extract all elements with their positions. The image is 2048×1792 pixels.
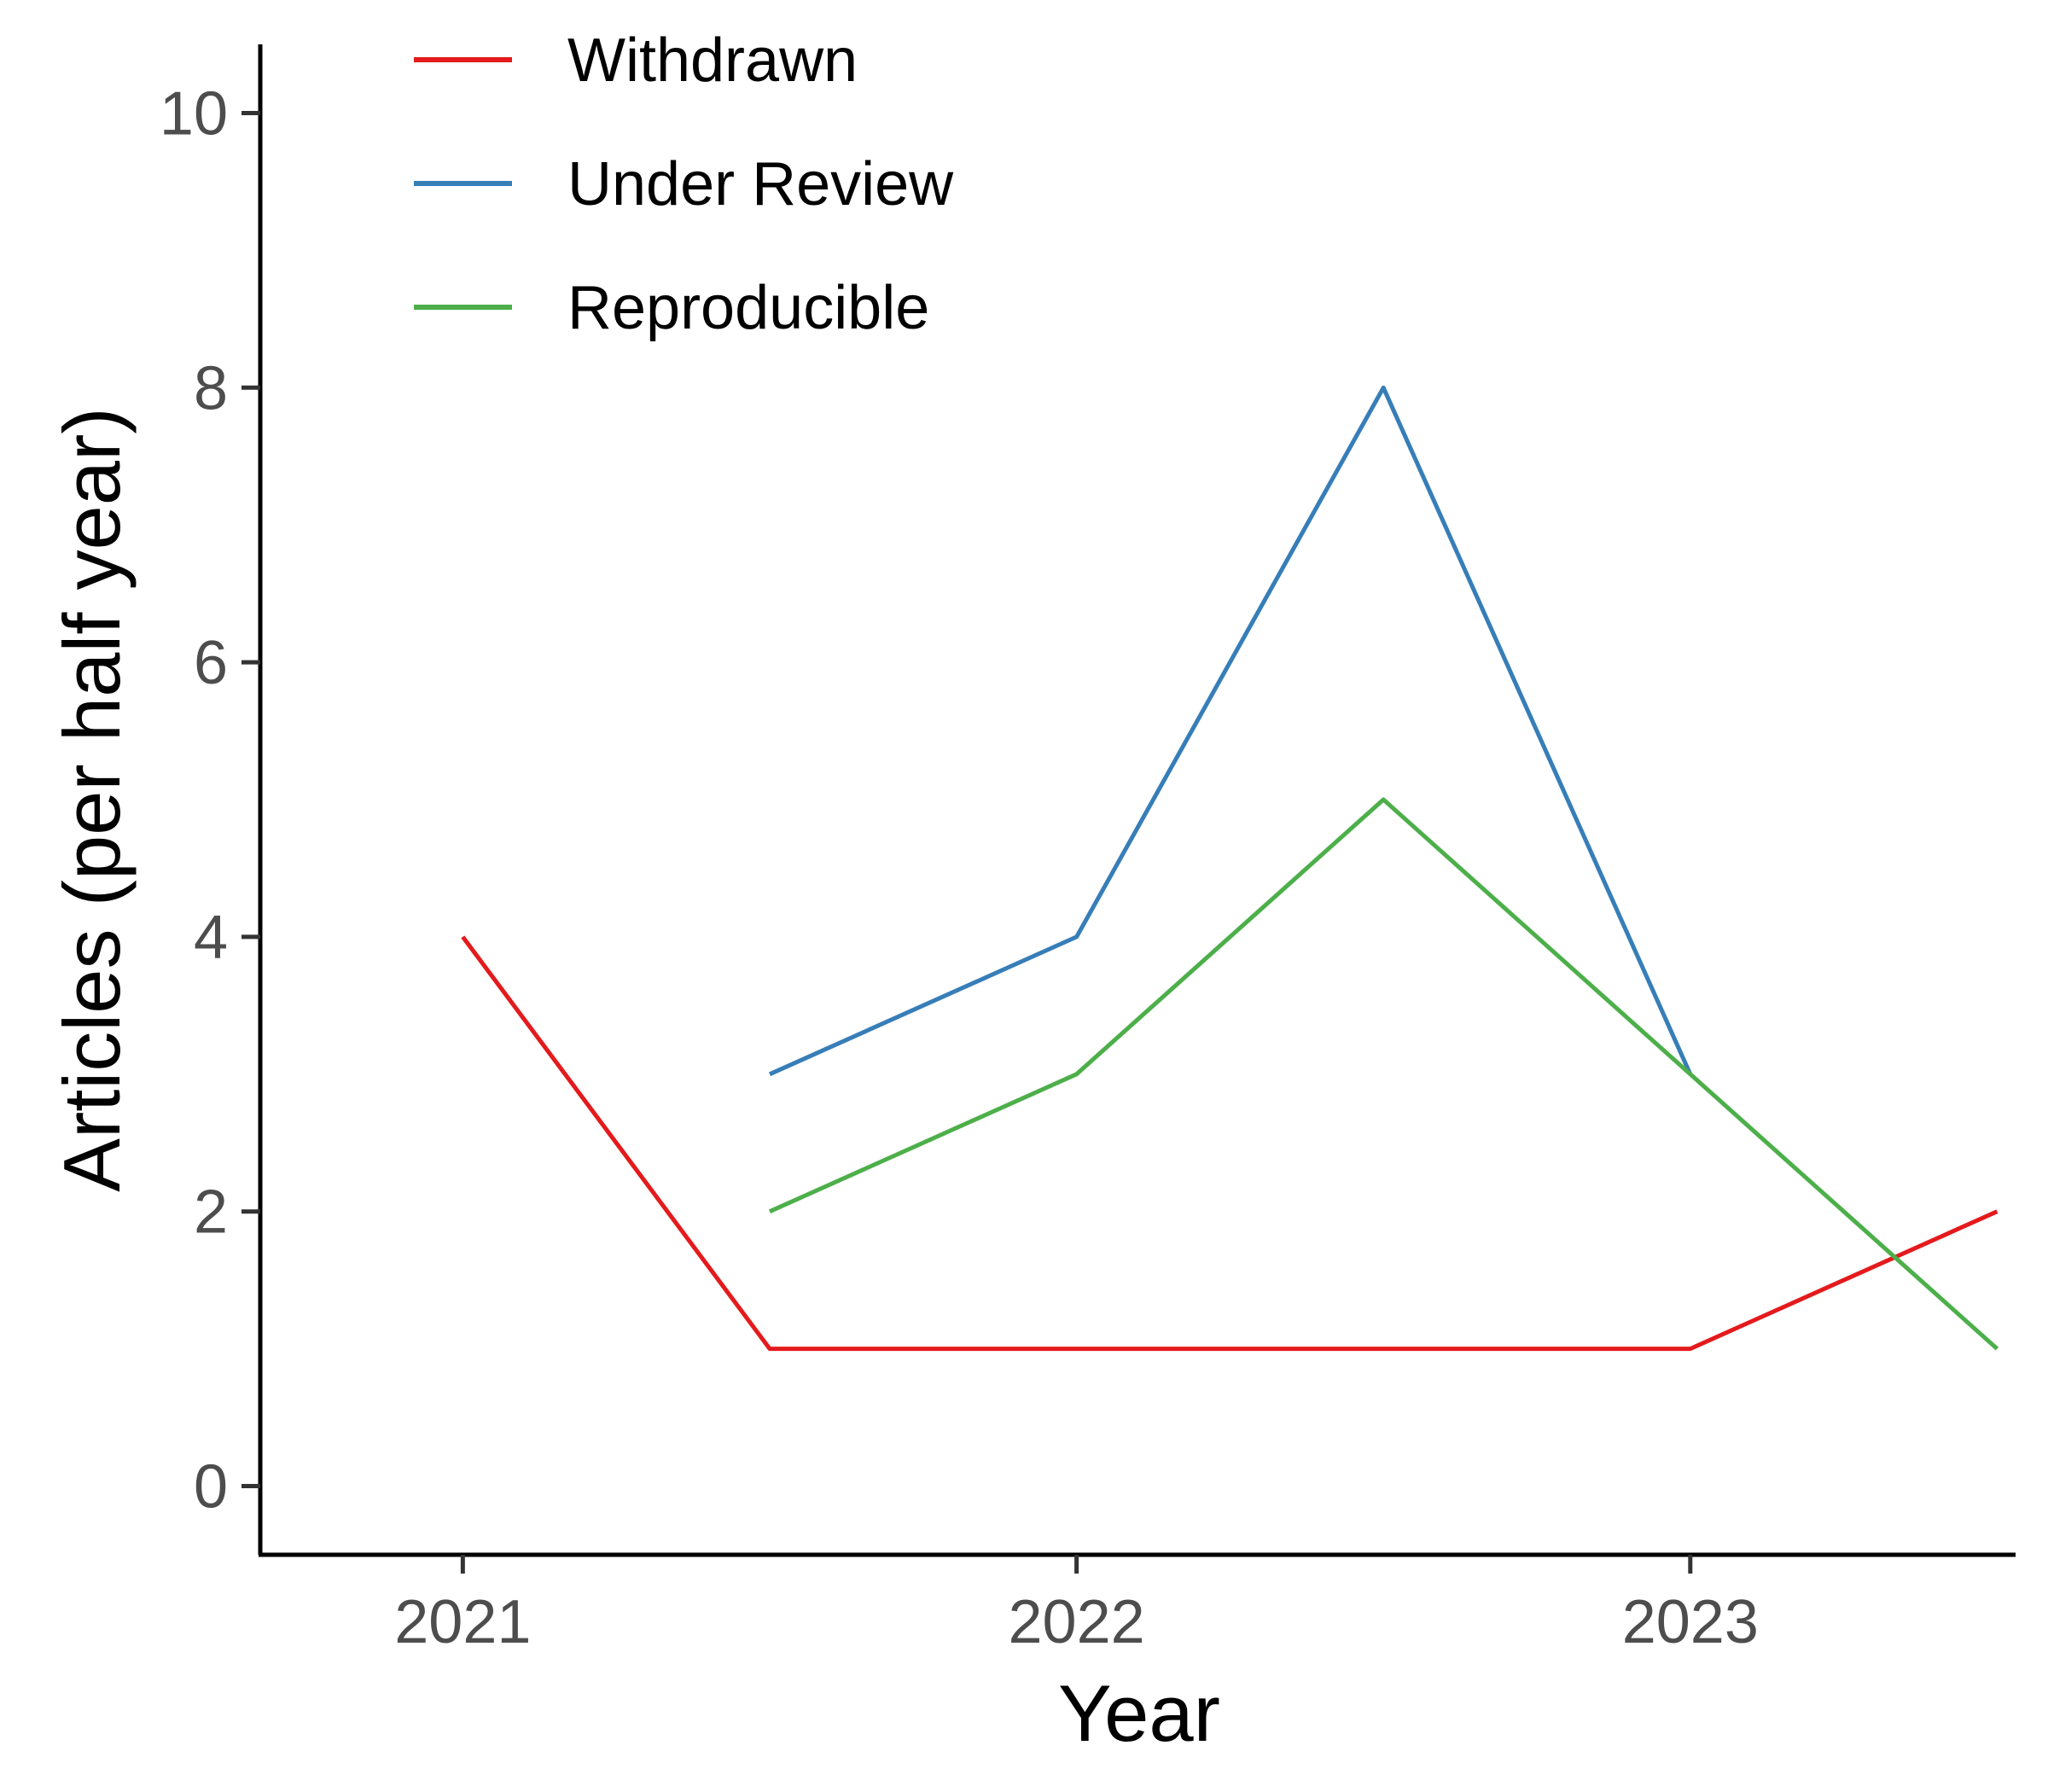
series-line-under-review [768, 385, 1693, 1077]
legend-item: Reproducible [414, 274, 929, 342]
x-tick-label: 2022 [1008, 1588, 1144, 1656]
x-axis-title: Year [1058, 1668, 1220, 1758]
x-tick-label: 2023 [1622, 1588, 1759, 1656]
x-tick-label: 2021 [394, 1588, 531, 1656]
x-axis-ticks: 2021 2022 2023 [394, 1555, 1759, 1656]
legend: Withdrawn Under Review Reproducible [414, 26, 954, 342]
y-tick-label: 4 [194, 904, 228, 972]
y-tick-label: 2 [194, 1178, 228, 1247]
series-line-reproducible [768, 797, 1999, 1351]
y-tick-label: 6 [194, 629, 228, 697]
y-axis-ticks: 0 2 4 6 8 10 [160, 79, 260, 1521]
legend-item: Under Review [414, 150, 954, 218]
legend-label: Withdrawn [567, 26, 858, 95]
y-tick-label: 8 [194, 354, 228, 422]
y-axis-title: Articles (per half year) [47, 407, 137, 1191]
series-layer [461, 385, 1999, 1352]
series-line-withdrawn [461, 935, 1999, 1352]
legend-label: Reproducible [567, 274, 929, 342]
legend-item: Withdrawn [414, 26, 858, 95]
legend-label: Under Review [567, 150, 954, 218]
y-tick-label: 10 [160, 79, 228, 148]
y-tick-label: 0 [194, 1453, 228, 1521]
